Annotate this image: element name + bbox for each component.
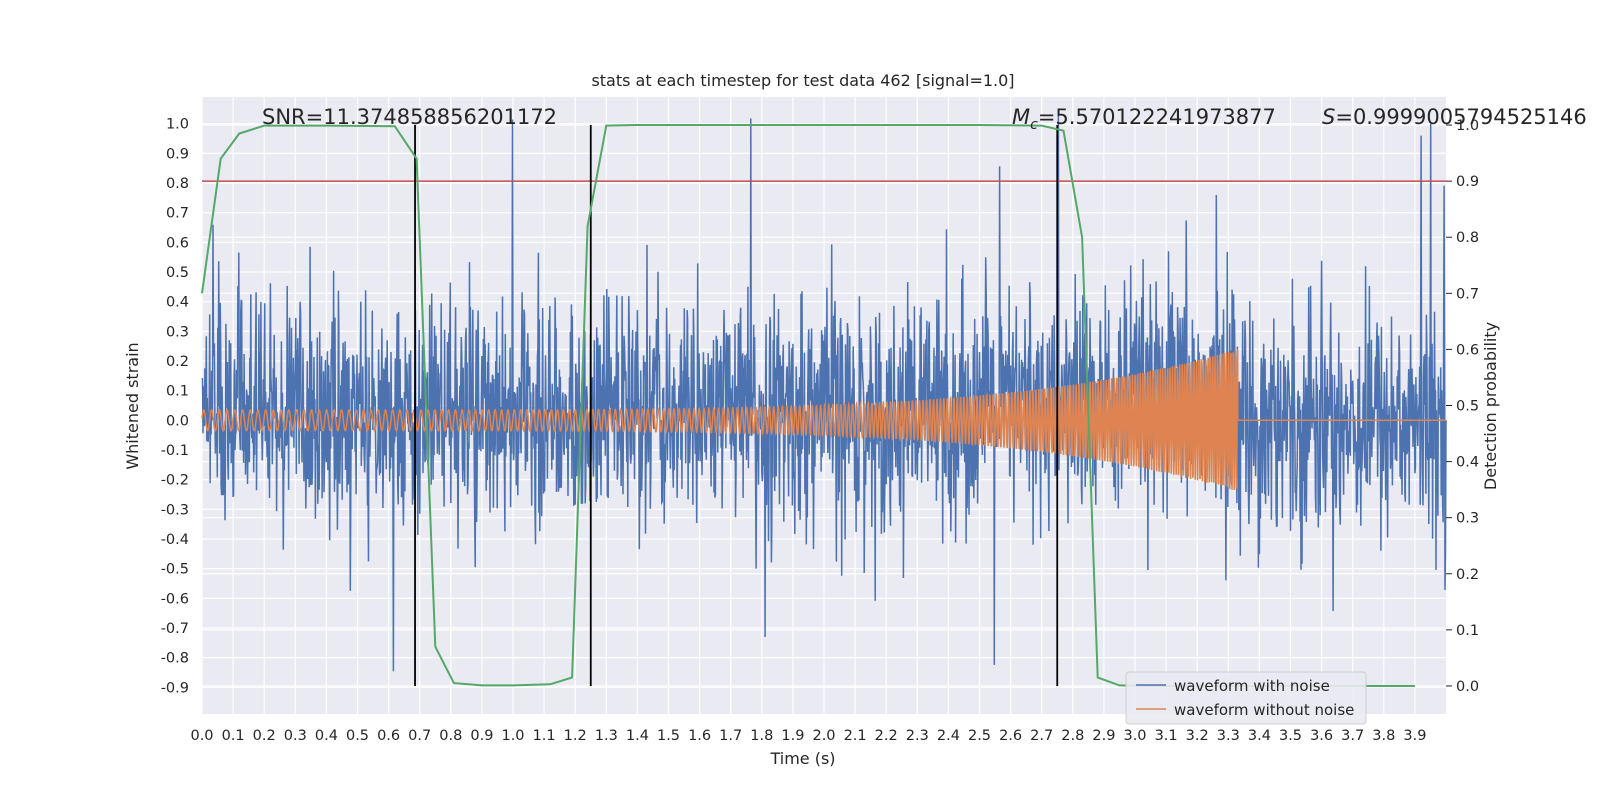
- x-tick-label: 0.9: [470, 728, 493, 744]
- series-line-detection-probability: [201, 124, 1415, 687]
- y-tick-label: -0.9: [161, 680, 189, 696]
- y-tick-label: -0.2: [161, 473, 189, 489]
- y-tick-label: -0.6: [161, 591, 189, 607]
- chirp-mass-annotation: Mc=5.570122241973877: [1012, 105, 1276, 133]
- y-tick-label: 1.0: [166, 117, 189, 133]
- y-tick-label: 0.3: [166, 324, 189, 340]
- y-axis-label: Whitened strain: [123, 342, 142, 469]
- y2-tick-label: 0.0: [1456, 679, 1479, 695]
- y2-tick-label: 1.0: [1456, 118, 1479, 134]
- x-tick-label: 3.2: [1186, 728, 1209, 744]
- y2-tick-label: 0.9: [1456, 174, 1479, 190]
- y-tick-label: 0.0: [166, 413, 189, 429]
- y-tick-label: 0.8: [166, 176, 189, 192]
- x-tick-label: 3.4: [1248, 728, 1271, 744]
- y-tick-label: 0.7: [166, 206, 189, 222]
- x-tick-label: 1.3: [595, 728, 618, 744]
- x-tick-label: 2.5: [968, 728, 991, 744]
- x-tick-label: 1.6: [688, 728, 711, 744]
- x-tick-label: 3.8: [1372, 728, 1395, 744]
- y2-tick-label: 0.7: [1456, 286, 1479, 302]
- x-axis-label: Time (s): [769, 749, 835, 768]
- y-tick-label: 0.2: [166, 354, 189, 370]
- y2-tick-label: 0.3: [1456, 511, 1479, 527]
- y2-tick-label: 0.5: [1456, 399, 1479, 415]
- x-tick-label: 0.3: [284, 728, 307, 744]
- chirp-mass-symbol: M: [1012, 105, 1030, 129]
- y-tick-label: 0.5: [166, 265, 189, 281]
- score-value: =0.9999005794525146: [1335, 105, 1586, 129]
- x-tick-label: 0.0: [190, 728, 213, 744]
- x-tick-label: 1.1: [533, 728, 556, 744]
- x-tick-label: 1.8: [750, 728, 773, 744]
- y-tick-label: -0.7: [161, 621, 189, 637]
- y2-tick-label: 0.2: [1456, 567, 1479, 583]
- chirp-mass-value: =5.570122241973877: [1038, 105, 1276, 129]
- x-tick-label: 0.4: [315, 728, 338, 744]
- x-tick-label: 1.5: [657, 728, 680, 744]
- x-tick-label: 2.2: [875, 728, 898, 744]
- x-tick-label: 0.2: [253, 728, 276, 744]
- x-tick-label: 3.6: [1310, 728, 1333, 744]
- x-tick-label: 1.9: [781, 728, 804, 744]
- x-tick-label: 0.1: [222, 728, 245, 744]
- y-tick-label: -0.1: [161, 443, 189, 459]
- x-tick-label: 2.0: [812, 728, 835, 744]
- x-tick-label: 1.2: [564, 728, 587, 744]
- x-tick-label: 3.3: [1217, 728, 1240, 744]
- chirp-mass-subscript: c: [1030, 117, 1038, 133]
- y-tick-label: -0.8: [161, 651, 189, 667]
- x-tick-label: 0.8: [439, 728, 462, 744]
- x-tick-label: 0.6: [377, 728, 400, 744]
- y2-tick-label: 0.6: [1456, 342, 1479, 358]
- y2-tick-label: 0.1: [1456, 623, 1479, 639]
- y-tick-label: -0.5: [161, 562, 189, 578]
- x-tick-label: 2.1: [844, 728, 867, 744]
- legend: waveform with noise waveform without noi…: [1125, 671, 1367, 725]
- series-line-waveform-without-noise: [201, 349, 1446, 491]
- snr-annotation: SNR=11.374858856201172: [262, 105, 557, 129]
- y-tick-label: -0.4: [161, 532, 189, 548]
- y-tick-label: -0.3: [161, 502, 189, 518]
- y-tick-label: 0.4: [166, 295, 189, 311]
- x-tick-label: 1.0: [501, 728, 524, 744]
- legend-label-noise: waveform with noise: [1174, 677, 1330, 695]
- x-tick-label: 0.5: [346, 728, 369, 744]
- y-tick-label: 0.1: [166, 384, 189, 400]
- x-tick-label: 3.7: [1341, 728, 1364, 744]
- legend-label-clean: waveform without noise: [1174, 701, 1354, 719]
- legend-box: [1125, 671, 1367, 725]
- y-tick-label: 0.9: [166, 146, 189, 162]
- x-tick-label: 1.7: [719, 728, 742, 744]
- y2-axis-label: Detection probability: [1481, 322, 1500, 490]
- x-tick-label: 2.4: [937, 728, 960, 744]
- y-tick-label: 0.6: [166, 235, 189, 251]
- x-tick-label: 2.8: [1061, 728, 1084, 744]
- x-tick-label: 3.1: [1155, 728, 1178, 744]
- x-tick-label: 2.9: [1092, 728, 1115, 744]
- x-tick-label: 2.6: [999, 728, 1022, 744]
- x-tick-label: 3.5: [1279, 728, 1302, 744]
- x-tick-label: 2.3: [906, 728, 929, 744]
- series-line-waveform-with-noise: [201, 110, 1447, 672]
- score-symbol: S: [1322, 105, 1335, 129]
- x-tick-label: 3.9: [1403, 728, 1426, 744]
- x-tick-label: 3.0: [1123, 728, 1146, 744]
- y2-tick-label: 0.4: [1456, 455, 1479, 471]
- y2-tick-label: 0.8: [1456, 230, 1479, 246]
- x-tick-label: 1.4: [626, 728, 649, 744]
- chart-title: stats at each timestep for test data 462…: [591, 71, 1014, 90]
- x-tick-label: 0.7: [408, 728, 431, 744]
- score-annotation: S=0.9999005794525146: [1322, 105, 1587, 129]
- x-tick-label: 2.7: [1030, 728, 1053, 744]
